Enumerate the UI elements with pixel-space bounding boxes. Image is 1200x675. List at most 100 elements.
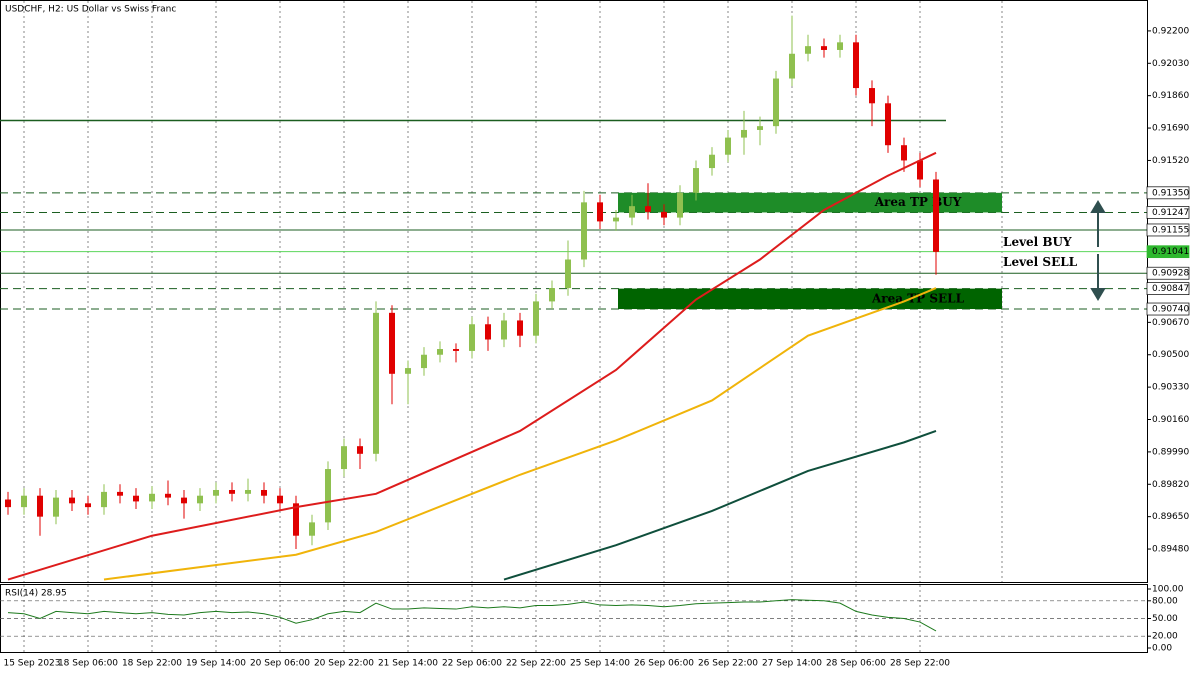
x-tick-label: 18 Sep 06:00	[58, 659, 118, 669]
y-tick-label: 0.92200	[1152, 26, 1189, 36]
candle-body	[533, 301, 539, 336]
chart-title: USDCHF, H2: US Dollar vs Swiss Franc	[5, 5, 176, 15]
candle-body	[85, 503, 91, 508]
candle-body	[773, 78, 779, 127]
y-tick-label: 0.89820	[1152, 480, 1189, 490]
candle-body	[5, 499, 11, 508]
candle-body	[789, 53, 795, 79]
candle-body	[853, 42, 859, 89]
candle-body	[149, 493, 155, 502]
zone-label: Area TP SELL	[871, 291, 965, 305]
candle-body	[805, 46, 811, 54]
candle-body	[869, 88, 875, 104]
candle-body	[741, 129, 747, 138]
y-tick-label: 0.90500	[1152, 350, 1189, 360]
candle-body	[277, 495, 283, 504]
candle-body	[197, 495, 203, 504]
candle-body	[725, 137, 731, 155]
rsi-line	[7, 599, 937, 632]
candle-body	[677, 192, 683, 218]
rsi-tick-label: 0.00	[1152, 644, 1172, 654]
y-tick-label: 0.90670	[1152, 318, 1189, 328]
moving-average	[103, 287, 937, 581]
candle-body	[597, 202, 603, 222]
zone-label: Area TP BUY	[874, 195, 962, 209]
x-tick-label: 21 Sep 14:00	[378, 659, 438, 669]
candle-body	[309, 522, 315, 536]
level-label: 0.91041	[1152, 247, 1189, 257]
annotation: Level BUY	[1003, 235, 1072, 249]
level-label-box	[1146, 302, 1190, 316]
x-tick-label: 26 Sep 22:00	[698, 659, 758, 669]
rsi-tick-label: 100.00	[1152, 585, 1184, 595]
candle-body	[613, 217, 619, 222]
y-tick-label: 0.90330	[1152, 383, 1189, 393]
level-label: 0.91155	[1152, 225, 1189, 235]
candle-body	[933, 179, 939, 252]
candle-body	[421, 354, 427, 369]
candle-body	[469, 324, 475, 351]
candle-body	[453, 349, 459, 351]
x-tick-label: 28 Sep 22:00	[890, 659, 950, 669]
candle-body	[709, 154, 715, 169]
level-label-box	[1146, 245, 1190, 259]
candle-body	[501, 320, 507, 340]
x-tick-label: 15 Sep 2023	[3, 659, 60, 669]
moving-average	[7, 151, 937, 581]
zone	[618, 288, 1002, 310]
level-label: 0.90740	[1152, 305, 1189, 315]
candle-body	[245, 489, 251, 494]
level-label-box	[1146, 223, 1190, 237]
candle-body	[565, 259, 571, 289]
zone	[618, 192, 1002, 213]
y-tick-label: 0.89480	[1152, 545, 1189, 555]
x-tick-label: 20 Sep 22:00	[314, 659, 374, 669]
candle-body	[629, 206, 635, 218]
level-label: 0.91350	[1152, 188, 1189, 198]
candle-body	[693, 168, 699, 193]
x-tick-label: 28 Sep 06:00	[826, 659, 886, 669]
x-tick-label: 22 Sep 06:00	[442, 659, 502, 669]
x-tick-label: 19 Sep 14:00	[186, 659, 246, 669]
level-label: 0.91247	[1152, 208, 1189, 218]
candle-body	[437, 349, 443, 355]
y-tick-label: 0.90160	[1152, 415, 1189, 425]
candle-body	[485, 324, 491, 340]
y-tick-label: 0.91690	[1152, 124, 1189, 134]
candle-body	[341, 446, 347, 470]
moving-average	[503, 429, 937, 581]
candle-body	[901, 145, 907, 161]
candle-body	[357, 446, 363, 454]
arrows	[1090, 200, 1106, 301]
level-label: 0.90928	[1152, 269, 1189, 279]
x-tick-label: 22 Sep 22:00	[506, 659, 566, 669]
rsi-title: RSI(14) 28.95	[5, 589, 67, 599]
candle-body	[117, 491, 123, 496]
candle-body	[181, 497, 187, 504]
candle-body	[101, 491, 107, 508]
candle-body	[645, 206, 651, 212]
x-tick-label: 26 Sep 06:00	[634, 659, 694, 669]
candle-body	[229, 489, 235, 494]
candle-body	[757, 126, 763, 130]
rsi-tick-label: 50.00	[1152, 614, 1178, 624]
candle-body	[821, 46, 827, 50]
level-label-box	[1146, 206, 1190, 219]
arrow-down-head	[1090, 288, 1106, 301]
y-tick-label: 0.89990	[1152, 447, 1189, 457]
y-tick-label: 0.89650	[1152, 512, 1189, 522]
candle-body	[53, 497, 59, 517]
candle-body	[325, 469, 331, 523]
candle-body	[885, 103, 891, 146]
level-label-box	[1146, 266, 1190, 280]
level-label: 0.90847	[1152, 284, 1189, 294]
candle-body	[389, 312, 395, 374]
candle-body	[21, 495, 27, 508]
x-tick-label: 18 Sep 22:00	[122, 659, 182, 669]
candle-body	[661, 211, 667, 218]
candle-body	[165, 493, 171, 498]
candle-body	[517, 320, 523, 336]
level-label-box	[1146, 282, 1190, 295]
